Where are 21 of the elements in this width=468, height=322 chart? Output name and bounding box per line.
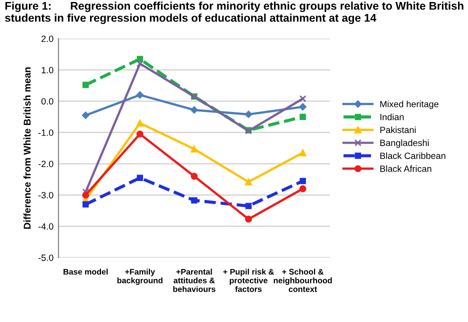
x-tick-label: +Parental attitudes & behaviours [173,268,216,292]
legend-label: Black African [380,165,432,172]
y-tick-label: 0.0 [41,98,54,105]
x-tick-label: Base model [64,268,108,275]
legend-label: Indian [380,114,404,120]
y-tick-label: -2.0 [38,160,54,168]
x-tick-label: + School & neighbourhood context [274,268,332,292]
y-tick-label: -1.0 [38,129,54,136]
chart-title: Figure 1: Regression coefficients for minority ethnic groups relative to White British students in five regression models of educational attainment at age 14 [5,2,464,24]
y-axis-title: Difference from White British mean [23,67,31,229]
y-tick-label: 1.0 [42,66,54,74]
y-tick-label: -5.0 [38,254,54,261]
y-tick-label: 2.0 [42,36,54,42]
x-tick-label: + Pupil risk & protective factors [223,268,274,292]
y-tick-label: -4.0 [38,223,54,230]
x-tick-label: +Family background [117,268,162,285]
y-tick-label: -3.0 [38,192,54,198]
legend-label: Black Caribbean [380,152,446,159]
legend-label: Mixed heritage [380,100,438,110]
legend-label: Bangladeshi [380,139,429,148]
legend-label: Pakistani [380,126,416,134]
